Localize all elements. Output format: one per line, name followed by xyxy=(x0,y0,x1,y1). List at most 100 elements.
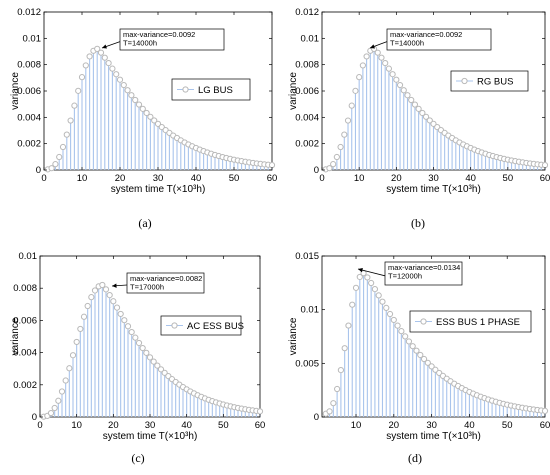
stem-marker xyxy=(411,101,419,108)
legend-label: RG BUS xyxy=(477,77,513,88)
legend: ESS BUS 1 PHASE xyxy=(409,310,532,333)
annotation-box xyxy=(386,28,492,51)
y-axis-label: variance xyxy=(288,317,299,355)
stem-marker xyxy=(121,317,128,324)
stem-marker xyxy=(348,102,355,109)
x-tick-label: 0 xyxy=(37,420,42,431)
stem-marker xyxy=(78,74,86,81)
chart-panel-2: 0 10 20 30 40 50 60 0 0.002 0.004 0.006 0.008 0.01 0.… xyxy=(288,7,550,230)
stem-marker xyxy=(426,117,433,124)
chart-panel-4: 10 20 30 40 50 60 0 0.005 0.01 0.015 system time T… xyxy=(288,251,550,465)
stem-marker xyxy=(80,313,88,320)
stem-marker xyxy=(113,304,121,311)
stem-marker xyxy=(359,62,366,69)
stem-marker xyxy=(386,310,394,318)
stem-marker xyxy=(398,328,405,335)
legend-marker xyxy=(171,322,178,329)
x-tick-label: 10 xyxy=(77,173,88,184)
annotation-box xyxy=(126,272,205,294)
stem-marker xyxy=(337,366,344,374)
stem-marker xyxy=(117,310,124,318)
y-tick-label: 0.002 xyxy=(295,139,319,150)
y-tick-label: 0 xyxy=(32,412,37,423)
stem-marker xyxy=(109,65,116,72)
stem-marker xyxy=(63,131,70,138)
legend: LG BUS xyxy=(171,78,251,101)
stem-marker xyxy=(102,286,110,293)
stem-marker xyxy=(363,53,370,60)
x-tick-label: 20 xyxy=(389,420,400,431)
stem-marker xyxy=(344,117,352,124)
x-tick-label: 50 xyxy=(503,173,514,184)
legend: RG BUS xyxy=(450,70,529,92)
stem-marker xyxy=(124,323,132,330)
annotation-box xyxy=(384,261,463,286)
stem-marker xyxy=(82,62,89,69)
stem-marker xyxy=(146,354,154,361)
panel-caption: (d) xyxy=(408,451,422,465)
stem-marker xyxy=(132,334,139,341)
y-tick-label: 0.006 xyxy=(295,86,319,97)
stem-marker xyxy=(116,76,124,83)
stem-marker xyxy=(56,153,63,161)
stem-marker xyxy=(326,165,333,172)
stem-marker xyxy=(86,53,93,60)
x-tick-label: 0 xyxy=(41,173,46,184)
stem-marker xyxy=(400,87,407,94)
series-stems xyxy=(322,270,549,417)
annotation-text: T=14000h xyxy=(123,39,157,48)
y-tick-label: 0 xyxy=(36,165,41,176)
stem-marker xyxy=(368,279,375,287)
stem-marker xyxy=(151,117,158,124)
annotation-arrowhead xyxy=(358,267,363,273)
x-tick-label: 40 xyxy=(465,173,476,184)
chart-panel-1: 0 10 20 30 40 50 60 0 0.002 0.004 0.006 0.008 0.01 0.… xyxy=(10,7,277,230)
y-tick-label: 0.01 xyxy=(23,33,42,44)
stem-marker xyxy=(374,49,381,56)
legend-marker xyxy=(182,86,189,93)
stem-marker xyxy=(405,338,413,345)
stem-marker xyxy=(94,45,101,52)
stem-marker xyxy=(428,363,435,370)
stem-marker xyxy=(143,349,150,356)
stem-marker xyxy=(113,71,120,78)
stem-marker xyxy=(143,109,150,117)
stem-marker xyxy=(424,359,431,366)
stem-marker xyxy=(345,322,352,329)
x-tick-label: 50 xyxy=(229,173,240,184)
stem-marker xyxy=(47,409,55,417)
x-tick-label: 50 xyxy=(218,420,229,431)
stem-marker xyxy=(375,292,382,299)
stem-marker xyxy=(393,76,400,83)
stem-marker xyxy=(139,344,146,352)
y-tick-label: 0.01 xyxy=(19,251,38,262)
stem-marker xyxy=(268,162,276,169)
x-tick-label: 30 xyxy=(426,420,437,431)
stem-marker xyxy=(379,298,386,305)
y-tick-label: 0.002 xyxy=(13,380,37,391)
stem-marker xyxy=(385,65,392,72)
stem-marker xyxy=(147,113,154,120)
stem-marker xyxy=(110,298,117,305)
stem-marker xyxy=(352,87,359,94)
y-tick-label: 0 xyxy=(314,412,319,423)
x-axis-label: system time T(×10³h) xyxy=(103,431,198,442)
y-axis-label: variance xyxy=(10,317,21,355)
stem-marker xyxy=(132,96,139,104)
annotation-arrow xyxy=(357,268,386,277)
stem-marker xyxy=(341,131,348,138)
annotation-box xyxy=(119,28,225,51)
x-tick-label: 10 xyxy=(354,173,365,184)
y-tick-label: 0.01 xyxy=(301,305,320,316)
y-tick-label: 0.008 xyxy=(13,283,37,294)
x-tick-label: 40 xyxy=(464,420,475,431)
stem-marker xyxy=(422,113,430,120)
legend-label: ESS BUS 1 PHASE xyxy=(436,317,520,328)
legend-marker xyxy=(461,77,468,85)
chart-panel-3: 0 10 20 30 40 50 60 0 0.002 0.004 0.006 0.008 0.01 sy… xyxy=(10,251,265,465)
y-tick-label: 0.012 xyxy=(17,7,41,18)
stem-marker xyxy=(352,284,360,291)
y-tick-label: 0.004 xyxy=(13,348,37,359)
x-tick-label: 0 xyxy=(319,173,324,184)
